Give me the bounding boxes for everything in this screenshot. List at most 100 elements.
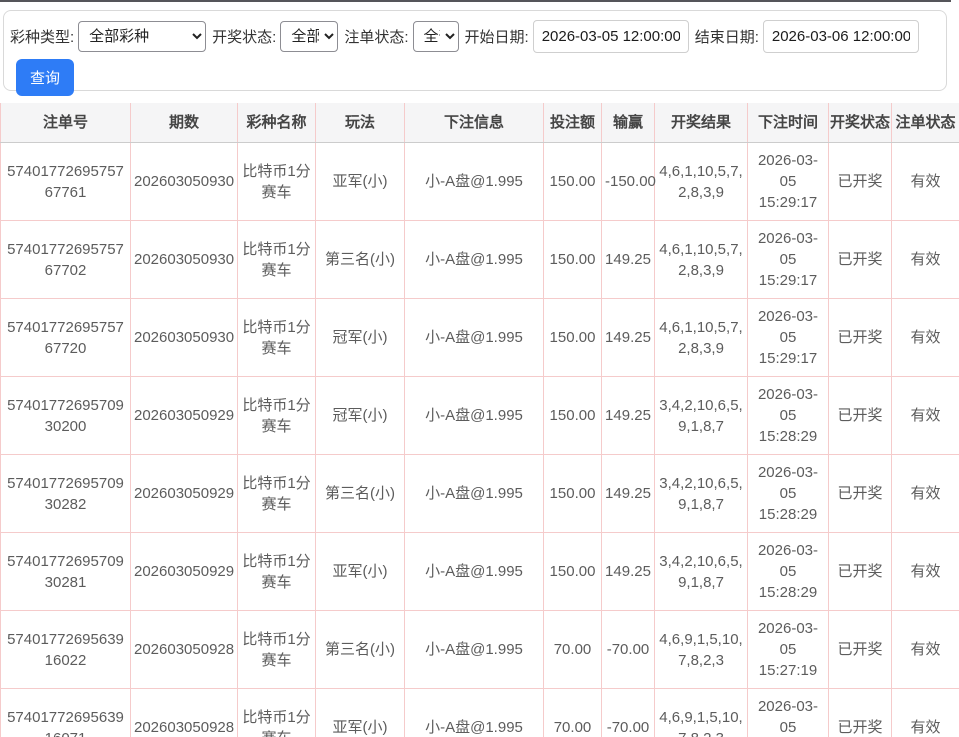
bet-info-cell: 小-A盘@1.995 xyxy=(404,532,544,611)
win-loss-cell: 149.25 xyxy=(601,532,655,611)
bet-state-cell: 有效 xyxy=(891,220,959,299)
draw-result-cell: 4,6,9,1,5,10,7,8,2,3 xyxy=(654,610,748,689)
column-header-bet-time: 下注时间 xyxy=(747,103,829,143)
period-cell: 202603050929 xyxy=(130,454,238,533)
draw-result-cell: 4,6,1,10,5,7,2,8,3,9 xyxy=(654,142,748,221)
period-cell: 202603050930 xyxy=(130,220,238,299)
draw-status-cell: 已开奖 xyxy=(828,454,892,533)
win-loss-cell: 149.25 xyxy=(601,454,655,533)
draw-result-cell: 3,4,2,10,6,5,9,1,8,7 xyxy=(654,376,748,455)
bet-info-cell: 小-A盘@1.995 xyxy=(404,454,544,533)
bet-amount-cell: 70.00 xyxy=(543,610,602,689)
win-loss-cell: -150.00 xyxy=(601,142,656,221)
lottery-name-cell: 比特币1分赛车 xyxy=(237,298,316,377)
end-date-label: 结束日期: xyxy=(694,29,759,46)
bets-table: 注单号 期数 彩种名称 玩法 下注信息 投注额 输赢 开奖结果 下注时间 开奖状… xyxy=(0,103,959,737)
draw-result-cell: 4,6,9,1,5,10,7,8,2,3 xyxy=(654,688,748,737)
bet-info-cell: 小-A盘@1.995 xyxy=(404,610,544,689)
bet-number-cell: 5740177269575767761 xyxy=(0,142,131,221)
bet-amount-cell: 150.00 xyxy=(543,454,602,533)
bet-amount-cell: 150.00 xyxy=(543,532,602,611)
column-header-play: 玩法 xyxy=(315,103,405,143)
bet-state-cell: 有效 xyxy=(891,688,959,737)
lottery-name-cell: 比特币1分赛车 xyxy=(237,532,316,611)
draw-status-label: 开奖状态: xyxy=(212,29,277,46)
table-row: 5740177269570930282 202603050929 比特币1分赛车… xyxy=(0,454,959,533)
draw-status-cell: 已开奖 xyxy=(828,298,892,377)
column-header-bet-info: 下注信息 xyxy=(404,103,544,143)
draw-status-select[interactable]: 全部 xyxy=(280,21,339,52)
win-loss-cell: -70.00 xyxy=(601,610,655,689)
bet-number-cell: 5740177269563916071 xyxy=(0,688,131,737)
bet-amount-cell: 150.00 xyxy=(543,142,602,221)
draw-status-cell: 已开奖 xyxy=(828,220,892,299)
bet-amount-cell: 150.00 xyxy=(543,220,602,299)
win-loss-cell: -70.00 xyxy=(601,688,655,737)
column-header-bet-number: 注单号 xyxy=(0,103,131,143)
column-header-result: 开奖结果 xyxy=(654,103,748,143)
play-type-cell: 第三名(小) xyxy=(315,220,405,299)
win-loss-cell: 149.25 xyxy=(601,220,655,299)
win-loss-cell: 149.25 xyxy=(601,298,655,377)
win-loss-cell: 149.25 xyxy=(601,376,655,455)
bet-number-cell: 5740177269575767720 xyxy=(0,298,131,377)
column-header-amount: 投注额 xyxy=(543,103,602,143)
draw-result-cell: 3,4,2,10,6,5,9,1,8,7 xyxy=(654,532,748,611)
lottery-type-label: 彩种类型: xyxy=(10,29,75,46)
table-row: 5740177269575767761 202603050930 比特币1分赛车… xyxy=(0,142,959,221)
lottery-name-cell: 比特币1分赛车 xyxy=(237,688,316,737)
bet-state-cell: 有效 xyxy=(891,610,959,689)
lottery-type-select[interactable]: 全部彩种 xyxy=(78,21,207,52)
bet-amount-cell: 150.00 xyxy=(543,376,602,455)
bet-time-cell: 2026-03-05 15:28:29 xyxy=(747,454,829,533)
table-row: 5740177269575767720 202603050930 比特币1分赛车… xyxy=(0,298,959,377)
bet-number-cell: 5740177269570930282 xyxy=(0,454,131,533)
bet-number-cell: 5740177269563916022 xyxy=(0,610,131,689)
column-header-lottery: 彩种名称 xyxy=(237,103,316,143)
bet-status-select[interactable]: 全部 xyxy=(412,21,459,52)
period-cell: 202603050928 xyxy=(130,610,238,689)
bet-state-cell: 有效 xyxy=(891,376,959,455)
bet-state-cell: 有效 xyxy=(891,142,959,221)
bet-info-cell: 小-A盘@1.995 xyxy=(404,220,544,299)
period-cell: 202603050930 xyxy=(130,142,238,221)
bet-state-cell: 有效 xyxy=(891,532,959,611)
play-type-cell: 亚军(小) xyxy=(315,532,405,611)
start-date-label: 开始日期: xyxy=(464,29,529,46)
bet-amount-cell: 70.00 xyxy=(543,688,602,737)
bet-time-cell: 2026-03-05 15:28:29 xyxy=(747,532,829,611)
period-cell: 202603050929 xyxy=(130,376,238,455)
period-cell: 202603050930 xyxy=(130,298,238,377)
lottery-name-cell: 比特币1分赛车 xyxy=(237,220,316,299)
bet-time-cell: 2026-03-05 15:29:17 xyxy=(747,142,829,221)
play-type-cell: 冠军(小) xyxy=(315,298,405,377)
draw-result-cell: 3,4,2,10,6,5,9,1,8,7 xyxy=(654,454,748,533)
start-date-input[interactable] xyxy=(532,20,689,53)
play-type-cell: 冠军(小) xyxy=(315,376,405,455)
bet-time-cell: 2026-03-05 15:29:17 xyxy=(747,220,829,299)
table-row: 5740177269563916071 202603050928 比特币1分赛车… xyxy=(0,688,959,737)
lottery-name-cell: 比特币1分赛车 xyxy=(237,376,316,455)
bet-time-cell: 2026-03-05 15:27:19 xyxy=(747,610,829,689)
query-button[interactable]: 查询 xyxy=(16,59,75,96)
draw-result-cell: 4,6,1,10,5,7,2,8,3,9 xyxy=(654,220,748,299)
header-row: 注单号 期数 彩种名称 玩法 下注信息 投注额 输赢 开奖结果 下注时间 开奖状… xyxy=(0,103,959,143)
play-type-cell: 第三名(小) xyxy=(315,610,405,689)
table-row: 5740177269575767702 202603050930 比特币1分赛车… xyxy=(0,220,959,299)
draw-status-cell: 已开奖 xyxy=(828,532,892,611)
lottery-name-cell: 比特币1分赛车 xyxy=(237,142,316,221)
column-header-period: 期数 xyxy=(130,103,238,143)
play-type-cell: 亚军(小) xyxy=(315,688,405,737)
draw-result-cell: 4,6,1,10,5,7,2,8,3,9 xyxy=(654,298,748,377)
end-date-input[interactable] xyxy=(762,20,919,53)
table-row: 5740177269570930200 202603050929 比特币1分赛车… xyxy=(0,376,959,455)
bet-time-cell: 2026-03-05 15:29:17 xyxy=(747,298,829,377)
bet-state-cell: 有效 xyxy=(891,454,959,533)
period-cell: 202603050928 xyxy=(130,688,238,737)
lottery-name-cell: 比特币1分赛车 xyxy=(237,610,316,689)
filter-row: 彩种类型: 全部彩种 开奖状态: 全部 注单状态: 全部 开始日期: 结束日期: xyxy=(10,20,938,53)
bet-time-cell: 2026-03-05 15:28:29 xyxy=(747,376,829,455)
filter-panel: 彩种类型: 全部彩种 开奖状态: 全部 注单状态: 全部 开始日期: 结束日期:… xyxy=(3,10,947,96)
draw-status-cell: 已开奖 xyxy=(828,688,892,737)
draw-status-cell: 已开奖 xyxy=(828,610,892,689)
